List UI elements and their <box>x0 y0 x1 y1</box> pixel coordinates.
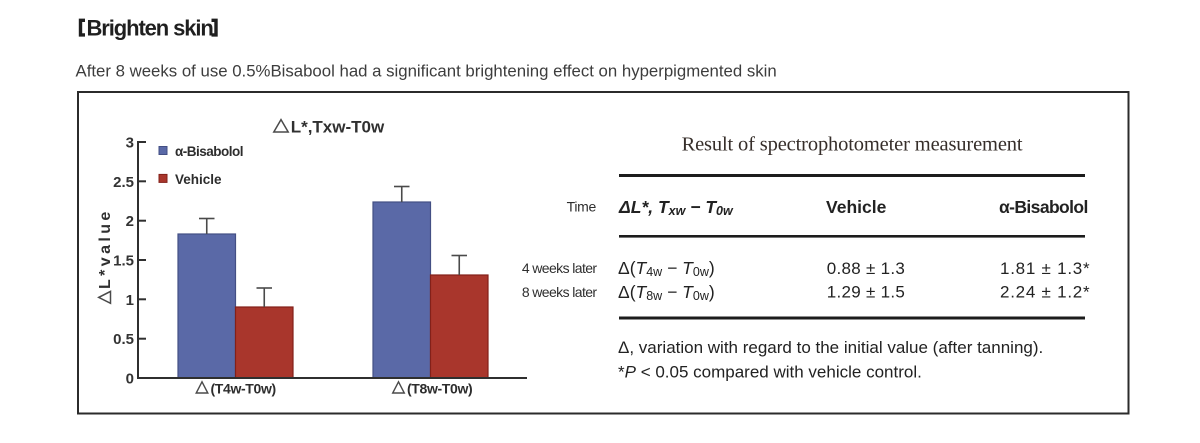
svg-text:2: 2 <box>126 213 134 230</box>
svg-text:*P < 0.05 compared with vehicl: *P < 0.05 compared with vehicle control. <box>618 363 922 382</box>
svg-text:ΔL*, Txw − T0w: ΔL*, Txw − T0w <box>618 197 734 218</box>
svg-text:1.5: 1.5 <box>113 253 134 270</box>
svg-text:4 weeks later: 4 weeks later <box>522 260 598 276</box>
svg-text:(T8w-T0w): (T8w-T0w) <box>407 380 472 396</box>
svg-text:After 8 weeks of use 0.5%Bisab: After 8 weeks of use 0.5%Bisabool had a … <box>76 62 777 81</box>
svg-text:Brighten skin: Brighten skin <box>87 16 214 41</box>
svg-text:1.81 ± 1.3*: 1.81 ± 1.3* <box>1000 259 1090 278</box>
svg-text:L*,Txw-T0w: L*,Txw-T0w <box>291 117 385 136</box>
svg-text:0.5: 0.5 <box>113 331 134 348</box>
svg-text:2.24 ± 1.2*: 2.24 ± 1.2* <box>1000 283 1090 302</box>
svg-text:α-Bisabolol: α-Bisabolol <box>999 197 1088 217</box>
svg-text:Δ(T4w − T0w): Δ(T4w − T0w) <box>618 258 715 279</box>
svg-text:L*value: L*value <box>97 208 114 289</box>
svg-text:α-Bisabolol: α-Bisabolol <box>175 144 243 159</box>
svg-text:Result of spectrophotometer me: Result of spectrophotometer measurement <box>682 133 1023 155</box>
svg-text:0: 0 <box>126 371 134 388</box>
svg-text:0.88 ± 1.3: 0.88 ± 1.3 <box>827 259 906 278</box>
svg-text:2.5: 2.5 <box>113 174 134 191</box>
svg-text:Vehicle: Vehicle <box>175 172 222 187</box>
svg-text:Vehicle: Vehicle <box>826 197 887 217</box>
svg-text:Time: Time <box>567 199 597 215</box>
svg-text:Δ(T8w − T0w): Δ(T8w − T0w) <box>618 282 715 303</box>
svg-text:3: 3 <box>126 135 134 152</box>
svg-text:1: 1 <box>126 292 134 309</box>
svg-text:Δ, variation with regard to th: Δ, variation with regard to the initial … <box>618 338 1043 357</box>
svg-text:1.29 ± 1.5: 1.29 ± 1.5 <box>827 283 906 302</box>
svg-text:(T4w-T0w): (T4w-T0w) <box>211 380 276 396</box>
svg-text:8 weeks later: 8 weeks later <box>522 284 598 300</box>
